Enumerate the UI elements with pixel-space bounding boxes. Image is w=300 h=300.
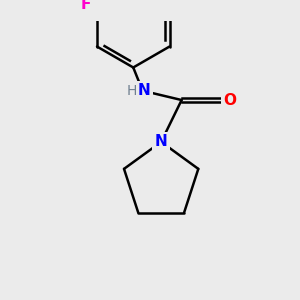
Text: N: N <box>155 134 167 149</box>
Text: F: F <box>81 0 91 12</box>
Text: N: N <box>138 83 151 98</box>
Text: O: O <box>224 92 236 107</box>
Text: H: H <box>126 84 136 98</box>
